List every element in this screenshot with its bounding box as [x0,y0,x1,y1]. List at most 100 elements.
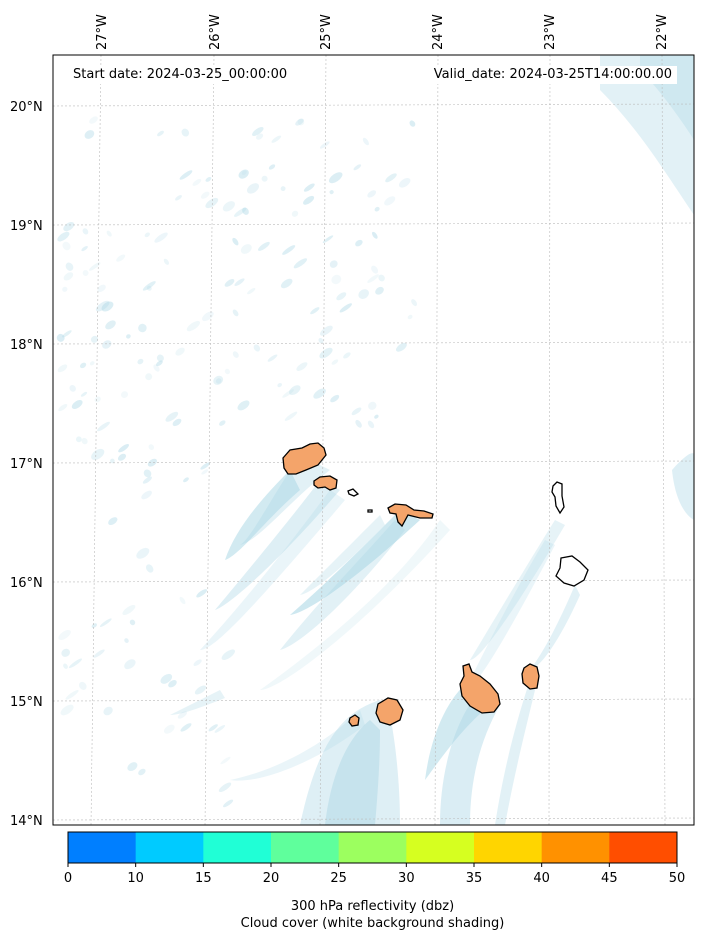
cloud-cell [220,756,231,765]
cloud-cell [374,414,379,419]
cloud-cell [339,303,352,313]
cloud-cell [238,169,249,179]
cloud-cell [371,231,378,239]
cloud-cell [180,723,192,732]
cloud-cell [232,351,239,358]
cloud-cell [205,197,219,209]
cloud-cell [232,309,239,317]
cloud-cell [103,706,113,716]
colorbar-segment [541,832,610,863]
cloud-cell [102,340,112,349]
cloud-cell [367,274,379,283]
colorbar-frame [67,831,678,864]
cloud-cell [76,436,82,443]
cloud-cell [303,183,315,192]
latitude-labels: 20°N 19°N 18°N 17°N 16°N 15°N 14°N [10,100,43,829]
cloud-cell [156,354,164,362]
cloud-cell [97,284,106,292]
cloud-cell [62,330,72,338]
cloud-cell [253,344,261,352]
cloud-cell [138,768,146,776]
cloud-cell [82,228,89,235]
scattered-cloud-cells [56,116,418,808]
cloud-cell [177,711,188,719]
cloud-cell [329,260,338,268]
cloud-cell [320,325,333,336]
cloud-cell [343,352,351,359]
cloud-cell [371,265,379,274]
cloud-cell [60,704,74,716]
cloud-cell [215,378,222,384]
lat-label: 15°N [10,695,43,710]
cloud-cell [141,490,152,500]
cloud-cell [95,300,110,312]
cloud-cell [154,232,168,243]
colorbar-tick-label: 45 [601,871,618,886]
cloud-cell [56,333,65,342]
cloud-cell [322,235,334,244]
island-sal [551,481,565,515]
cloud-cell [256,133,264,140]
cloud-cell [84,130,95,139]
colorbar-segment [203,832,272,863]
cloud-cell [295,118,304,126]
cloud-cell [168,680,177,688]
cloud-cell [258,241,270,251]
cloud-cell [385,173,397,183]
cloud-cell [378,274,385,282]
cloud-cell [213,375,224,385]
cloud-cell [362,137,369,146]
cloud-cell [116,254,126,262]
cloud-cover-shading [170,55,694,825]
lon-label: 24°W [431,14,446,50]
colorbar [68,832,678,863]
cloud-cell [193,659,202,666]
cloud-cell [330,394,340,403]
cloud-cell [214,725,226,733]
cloud-cell [79,681,87,690]
cloud-cell [142,476,152,484]
cloud-cell [165,411,179,422]
cloud-cell [57,231,70,242]
cloud-cell [175,347,185,356]
cloud-cell [221,649,235,660]
cloud-cell [224,279,235,287]
cloud-cell [160,673,173,684]
cloud-cell [296,362,308,371]
cloud-cell [395,342,407,352]
cloud-cell [200,191,210,199]
lat-label: 18°N [10,338,43,353]
cloud-cell [232,237,239,246]
islands [282,442,589,727]
cloud-cell [157,130,164,137]
colorbar-tick-label: 35 [466,871,483,886]
lon-label: 26°W [208,14,223,50]
lat-label: 14°N [10,814,43,829]
cloud-cell [284,411,298,421]
cloud-cell [237,400,250,411]
cloud-cell [117,453,127,461]
colorbar-segment [609,832,678,863]
valid-date-label: Valid_date: 2024-03-25T14:00:00.00 [428,66,677,84]
cloud-cell [277,382,283,388]
lat-label: 19°N [10,219,43,234]
cloud-cell [57,364,68,373]
cloud-cell [126,334,131,339]
cloud-cell [71,400,83,409]
cloud-cell [61,648,71,657]
cloud-cell [293,258,308,269]
cloud-cell [192,178,202,186]
cloud-cell [280,186,286,192]
cloud-cell [68,658,83,669]
island-santo-antao [282,442,327,475]
colorbar-tick-label: 0 [64,871,72,886]
cloud-cell [120,391,129,399]
cloud-cell [219,420,226,426]
cloud-cell [368,401,377,410]
cloud-cell [146,285,152,291]
cloud-cell [297,118,305,126]
cloud-cell [129,619,136,626]
cloud-cell [271,135,282,143]
cloud-cell [328,172,343,184]
